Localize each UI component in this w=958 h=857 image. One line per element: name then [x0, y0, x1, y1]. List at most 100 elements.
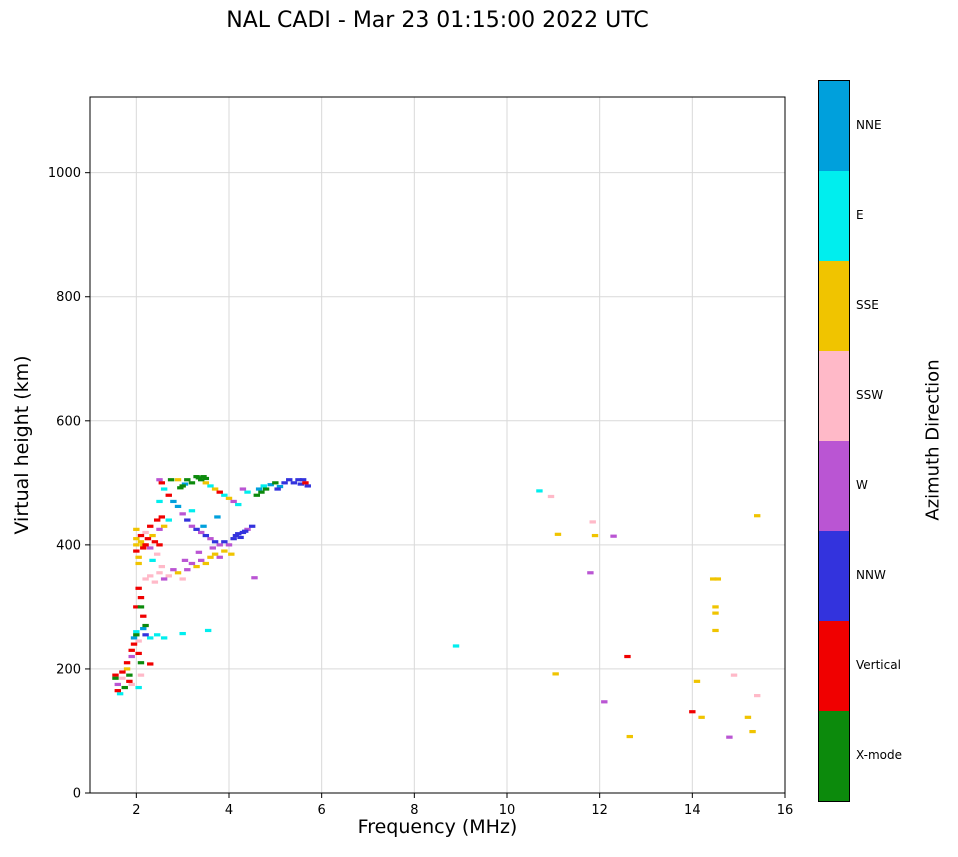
scatter-point-X-mode	[200, 475, 207, 479]
scatter-point-W	[209, 546, 216, 550]
scatter-point-SSE	[749, 729, 756, 734]
x-tick-label: 4	[225, 803, 233, 818]
scatter-point-X-mode	[184, 478, 191, 482]
scatter-point-Vertical	[147, 662, 154, 666]
scatter-point-SSE	[744, 715, 752, 719]
x-tick-label: 14	[684, 803, 701, 818]
scatter-point-SSE	[123, 667, 131, 671]
scatter-point-E	[207, 484, 214, 488]
scatter-point-Vertical	[128, 648, 135, 652]
scatter-point-SSE	[135, 555, 142, 559]
colorbar-segment-W	[819, 441, 849, 531]
colorbar-label-W: W	[856, 478, 868, 492]
scatter-point-SSE	[712, 628, 719, 633]
scatter-point-E	[260, 484, 267, 488]
scatter-point-Vertical	[114, 689, 121, 693]
scatter-point-E	[221, 493, 228, 497]
scatter-point-W	[184, 568, 191, 572]
scatter-point-Vertical	[126, 679, 133, 683]
scatter-point-SSE	[207, 555, 214, 559]
x-tick-label: 16	[777, 803, 794, 818]
colorbar-segment-SSE	[819, 261, 849, 351]
scatter-point-E	[165, 518, 172, 522]
scatter-point-E	[153, 633, 161, 637]
scatter-point-E	[188, 509, 196, 513]
scatter-point-Vertical	[123, 661, 131, 665]
scatter-point-SSW	[158, 564, 166, 569]
scatter-point-Vertical	[133, 605, 140, 609]
scatter-point-NNW	[242, 529, 249, 533]
scatter-point-NNE	[276, 484, 284, 489]
scatter-point-SSW	[135, 639, 142, 643]
scatter-point-E	[536, 489, 543, 493]
scatter-point-W	[251, 576, 258, 580]
scatter-point-SSE	[712, 605, 719, 609]
scatter-point-SSE	[202, 481, 210, 485]
scatter-point-W	[601, 700, 608, 704]
y-tick-label: 800	[56, 290, 81, 305]
scatter-point-Vertical	[689, 710, 696, 714]
scatter-point-SSE	[211, 552, 219, 556]
scatter-point-SSW	[151, 580, 159, 584]
scatter-point-X-mode	[126, 673, 133, 677]
scatter-point-NNE	[200, 524, 207, 528]
scatter-point-X-mode	[112, 676, 119, 680]
scatter-point-SSE	[228, 552, 235, 556]
scatter-point-NNE	[170, 499, 177, 504]
scatter-point-NNW	[237, 535, 244, 540]
scatter-point-E	[179, 631, 186, 636]
colorbar-segment-X-mode	[819, 711, 849, 801]
scatter-point-Vertical	[112, 673, 119, 677]
scatter-point-Vertical	[142, 543, 149, 547]
scatter-point-NNW	[202, 533, 210, 538]
scatter-point-SSE	[714, 577, 722, 581]
scatter-point-E	[244, 490, 251, 494]
scatter-point-NNW	[142, 633, 149, 637]
scatter-point-Vertical	[158, 481, 166, 485]
scatter-point-NNE	[255, 487, 263, 491]
scatter-point-W	[160, 577, 168, 581]
scatter-point-SSE	[160, 524, 168, 528]
scatter-point-SSW	[156, 571, 163, 575]
scatter-point-W	[230, 499, 237, 504]
scatter-point-W	[147, 546, 154, 550]
scatter-point-NNW	[232, 533, 240, 538]
scatter-point-X-mode	[142, 623, 149, 628]
scatter-point-Vertical	[135, 651, 142, 656]
scatter-point-W	[114, 682, 121, 687]
scatter-point-W	[198, 558, 205, 562]
scatter-point-SSE	[202, 561, 210, 566]
scatter-point-W	[207, 537, 214, 541]
scatter-point-E	[135, 685, 142, 690]
scatter-point-W	[188, 524, 196, 528]
scatter-point-SSE	[554, 532, 562, 536]
scatter-point-E	[160, 636, 168, 640]
scatter-point-SSE	[133, 537, 140, 541]
scatter-point-E	[147, 636, 154, 640]
colorbar-segment-NNE	[819, 81, 849, 171]
scatter-point-Vertical	[140, 614, 147, 618]
scatter-point-SSE	[211, 487, 219, 491]
scatter-point-NNW	[297, 482, 305, 486]
scatter-point-W	[587, 571, 594, 575]
scatter-point-NNW	[193, 527, 200, 531]
colorbar-segment-NNW	[819, 531, 849, 621]
x-tick-label: 2	[132, 803, 140, 818]
scatter-point-NNW	[304, 484, 311, 488]
scatter-point-NNW	[286, 478, 293, 482]
x-tick-label: 6	[318, 803, 326, 818]
scatter-point-E	[160, 487, 168, 491]
scatter-point-SSW	[179, 577, 186, 581]
scatter-point-NNW	[274, 487, 281, 491]
scatter-point-W	[128, 654, 135, 659]
scatter-point-NNW	[295, 478, 302, 482]
scatter-point-W	[181, 558, 189, 562]
scatter-point-X-mode	[137, 661, 145, 665]
scatter-point-SSW	[730, 673, 738, 677]
y-tick-label: 1000	[48, 166, 81, 181]
scatter-point-NNE	[214, 515, 221, 519]
colorbar-title: Azimuth Direction	[922, 359, 944, 521]
scatter-point-W	[216, 543, 223, 547]
scatter-point-SSW	[547, 494, 555, 499]
scatter-point-W	[195, 550, 203, 554]
